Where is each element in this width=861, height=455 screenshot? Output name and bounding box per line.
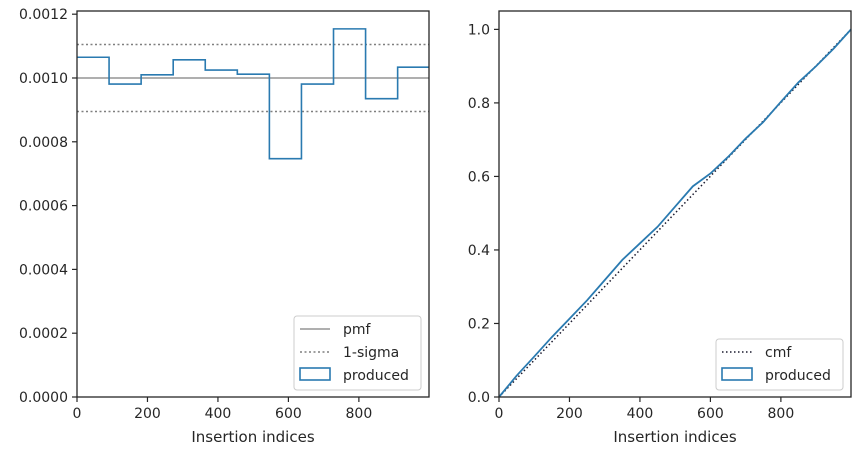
left-ytick-label: 0.0006 — [19, 199, 68, 215]
left-xtick-label: 400 — [205, 406, 232, 422]
legend-pmf-label: pmf — [343, 322, 372, 338]
left-ytick-label: 0.0002 — [19, 326, 68, 342]
right-xtick-label: 800 — [768, 406, 795, 422]
left-ytick-label: 0.0010 — [19, 71, 68, 87]
legend-produced-swatch — [299, 367, 331, 381]
legend-produced-label: produced — [765, 368, 831, 384]
legend-produced-label: produced — [343, 368, 409, 384]
left-xtick-label: 0 — [73, 406, 82, 422]
left-xaxis-label: Insertion indices — [191, 428, 314, 446]
right-ytick-label: 1.0 — [468, 22, 490, 38]
left-legend: pmf 1-sigma produced — [293, 315, 422, 391]
right-xaxis-label: Insertion indices — [613, 428, 736, 446]
cumulative-panel: 0 200 400 600 800 0.0 0.2 0.4 0.6 0.8 1.0 Insertion… — [468, 10, 852, 446]
right-ytick-label: 0.6 — [468, 169, 490, 185]
left-ytick-label: 0.0004 — [19, 262, 68, 278]
left-ytick-label: 0.0008 — [19, 135, 68, 151]
right-xtick-label: 200 — [556, 406, 583, 422]
cmf-line — [498, 28, 852, 398]
right-ytick-label: 0.0 — [468, 390, 490, 406]
left-ytick-label: 0.0012 — [19, 7, 68, 23]
right-xtick-label: 400 — [627, 406, 654, 422]
right-ytick-label: 0.2 — [468, 316, 490, 332]
histogram-panel: 0 200 400 600 800 0.0000 0.0002 0.0004 0.0006 0.0… — [19, 7, 430, 446]
right-legend: cmf produced — [715, 338, 844, 391]
right-ytick-label: 0.4 — [468, 243, 490, 259]
left-xtick-label: 600 — [275, 406, 302, 422]
legend-cmf-label: cmf — [765, 345, 792, 361]
left-ytick-label: 0.0000 — [19, 390, 68, 406]
right-xtick-label: 0 — [495, 406, 504, 422]
left-xtick-label: 800 — [346, 406, 373, 422]
legend-sigma-label: 1-sigma — [343, 345, 399, 361]
right-xtick-label: 600 — [697, 406, 724, 422]
left-legend-box — [293, 315, 422, 391]
produced-cumulative-line — [498, 28, 852, 398]
right-axes-frame — [498, 10, 852, 398]
left-xtick-label: 200 — [134, 406, 161, 422]
right-legend-box — [715, 338, 844, 391]
left-axes-frame — [76, 10, 430, 398]
right-ytick-label: 0.8 — [468, 96, 490, 112]
produced-histogram — [77, 28, 429, 160]
legend-produced-swatch — [721, 367, 753, 381]
